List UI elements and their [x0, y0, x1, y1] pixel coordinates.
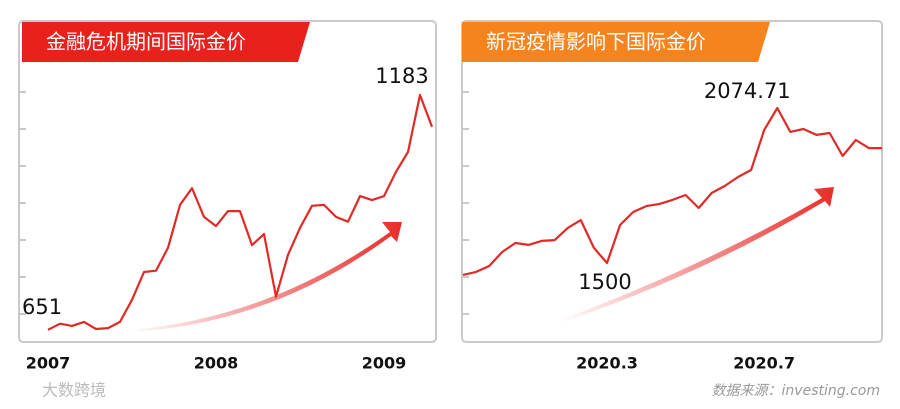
x-tick-label: 2020.3 — [576, 354, 638, 373]
panel — [461, 20, 883, 343]
chart-title: 金融危机期间国际金价 — [46, 30, 246, 54]
data-label: 1500 — [578, 270, 631, 294]
line — [47, 93, 434, 331]
chart-title: 新冠疫情影响下国际金价 — [486, 30, 706, 54]
line — [462, 106, 882, 276]
watermark: 大数跨境 — [42, 381, 106, 400]
data-label: 2074.71 — [704, 79, 791, 103]
panel — [18, 20, 437, 343]
source: 数据来源：investing.com — [712, 383, 880, 399]
x-tick-label: 2020.7 — [733, 354, 795, 373]
header-tab — [462, 22, 770, 62]
x-tick-label: 2008 — [194, 354, 239, 373]
data-label: 1183 — [375, 64, 428, 88]
x-tick-label: 2007 — [26, 354, 71, 373]
header-tab — [22, 22, 310, 62]
ticks-decor — [20, 91, 469, 315]
x-tick-label: 2009 — [362, 354, 407, 373]
data-label: 651 — [22, 295, 62, 319]
